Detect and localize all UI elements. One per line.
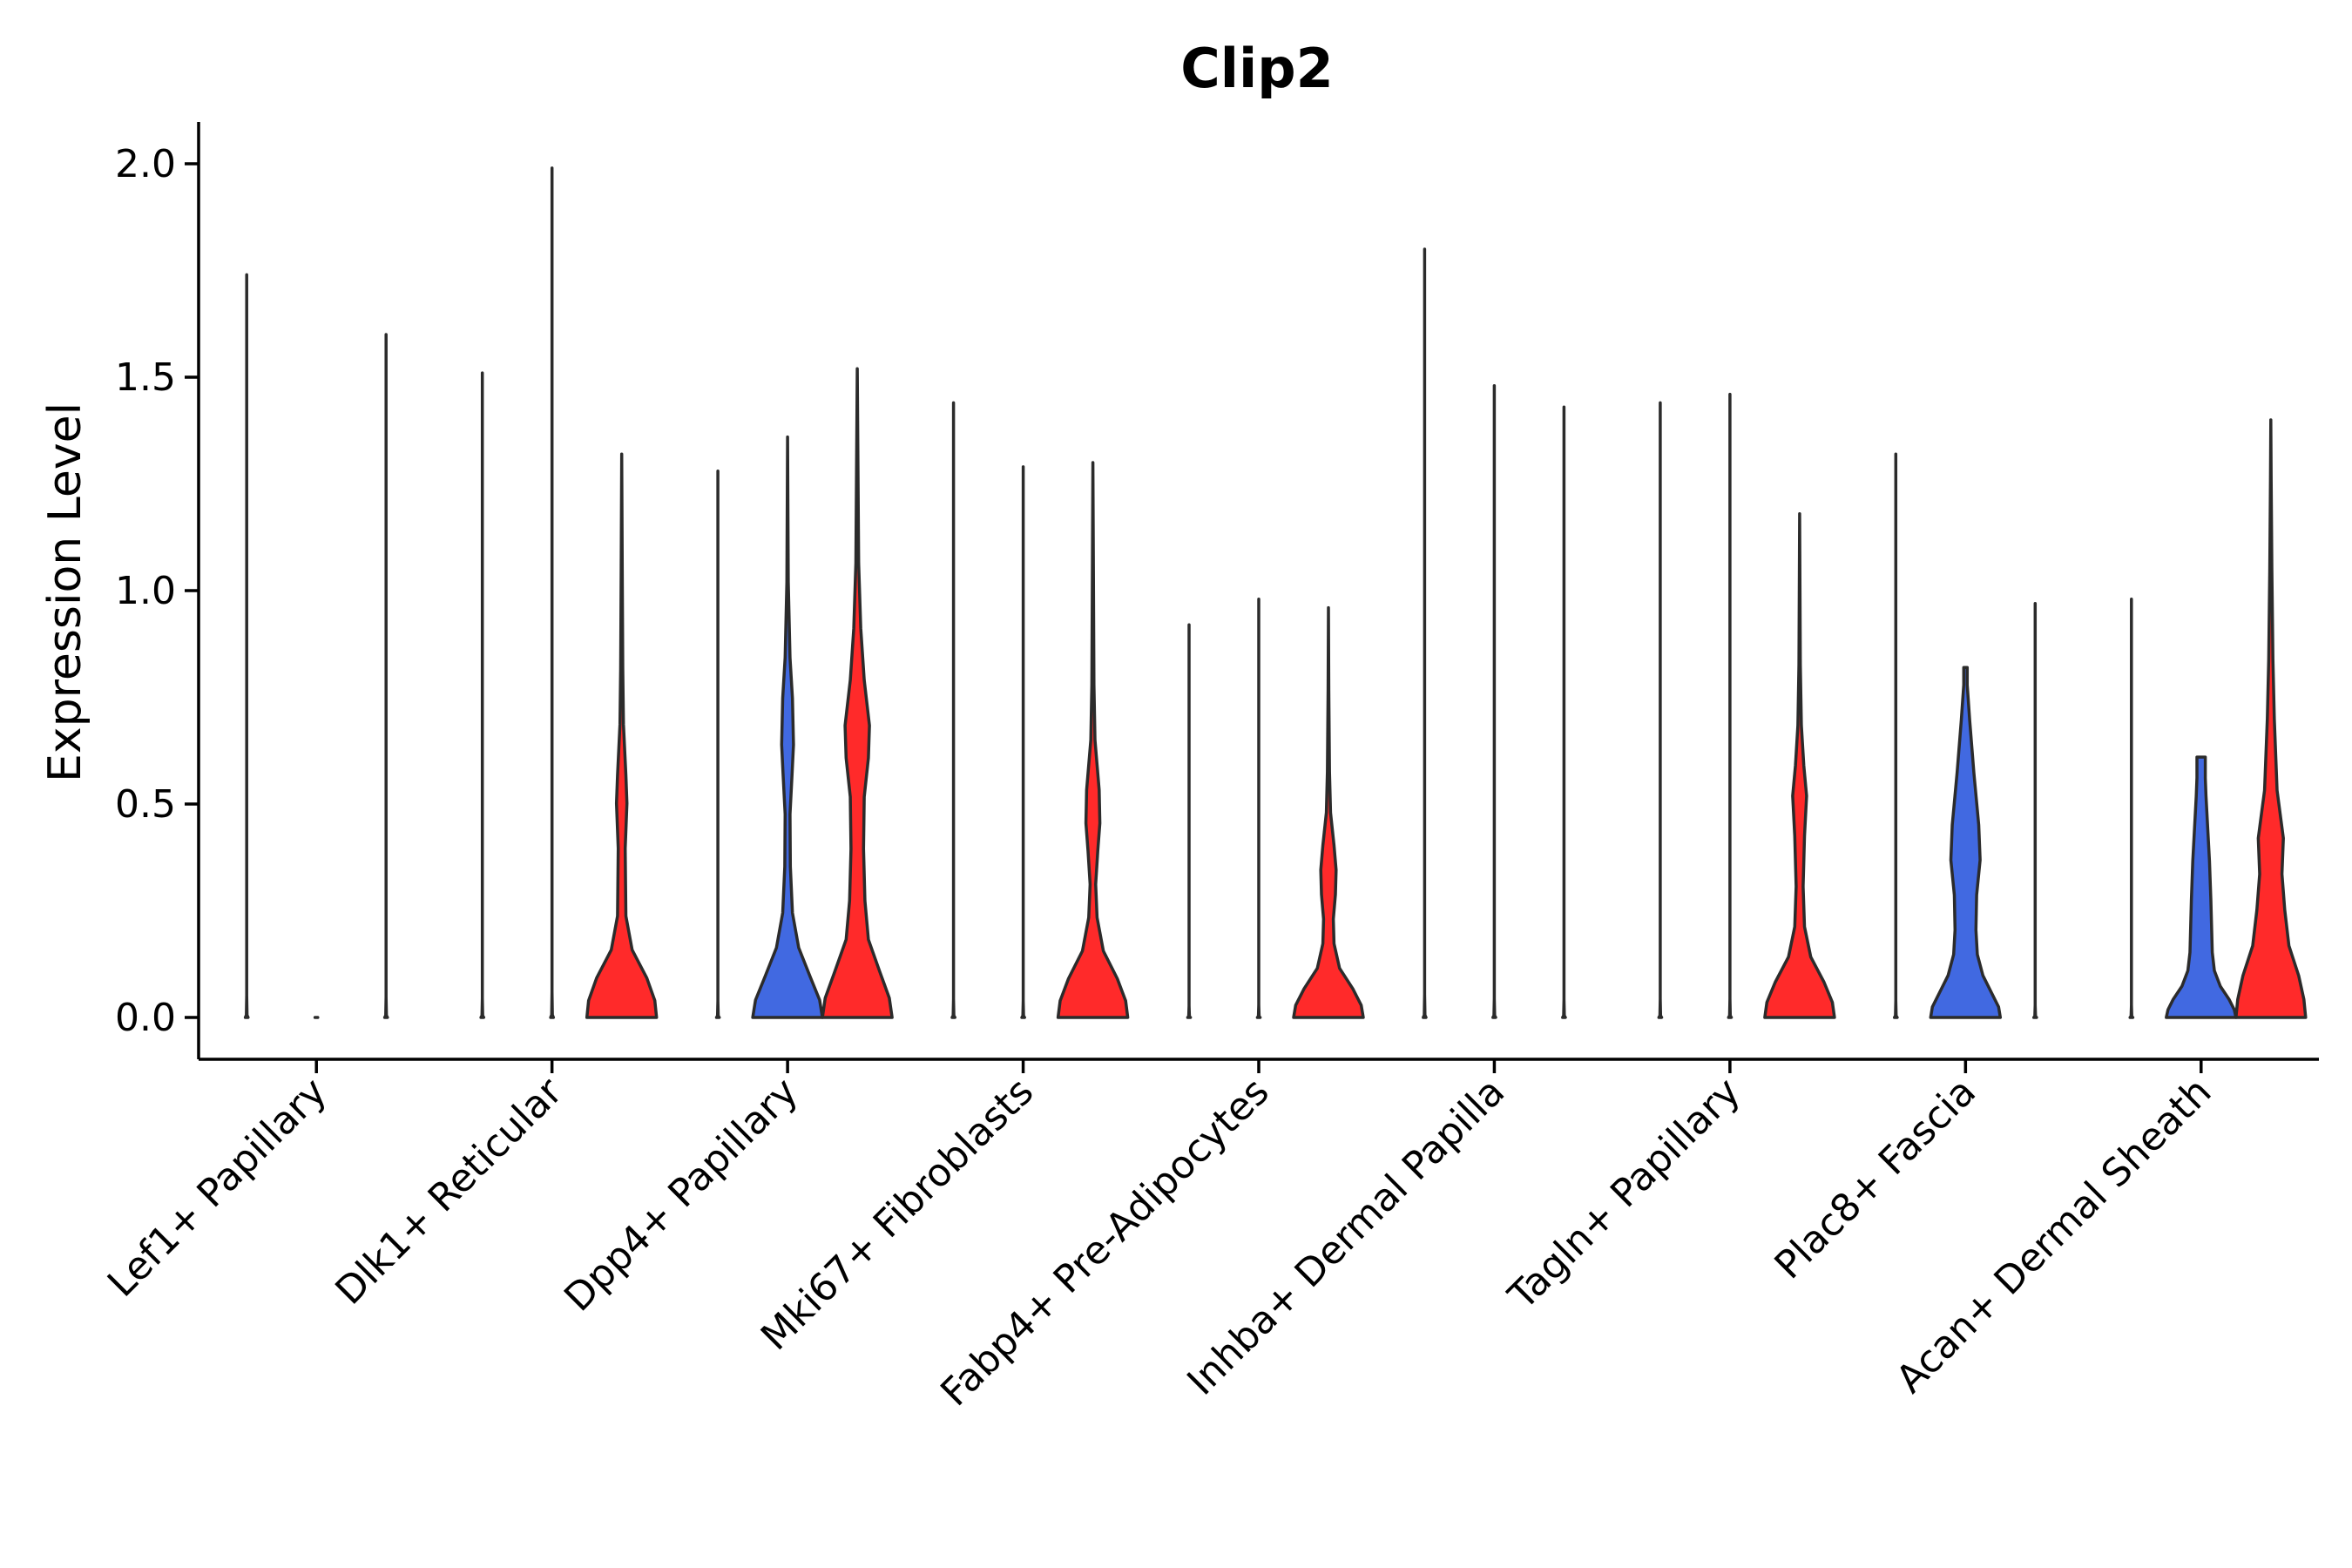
- x-tick-label: Tagln+ Papillary: [1500, 1070, 1749, 1319]
- violin-5-3: [1292, 605, 1365, 1019]
- violin-8-3: [2031, 601, 2038, 1019]
- violin-7-3: [1763, 512, 1836, 1019]
- violin-3-2: [751, 435, 824, 1019]
- y-tick-label: 0.0: [115, 996, 176, 1040]
- y-tick-label: 1.0: [115, 569, 176, 613]
- violin-4-1: [950, 401, 956, 1019]
- chart-title: Clip2: [1180, 37, 1334, 100]
- x-tick-label: Mki67+ Fibroblasts: [753, 1070, 1042, 1359]
- violin-6-3: [1561, 405, 1567, 1019]
- violin-4-2: [1020, 465, 1026, 1019]
- plot-area: [243, 166, 2308, 1019]
- violin-8-1: [1892, 452, 1899, 1019]
- violin-5-1: [1186, 623, 1193, 1019]
- violin-6-1: [1422, 247, 1428, 1019]
- y-tick-label: 2.0: [115, 142, 176, 186]
- violin-9-2: [2165, 755, 2238, 1019]
- violin-9-3: [2234, 418, 2308, 1019]
- x-tick-label: Dlk1+ Reticular: [327, 1069, 571, 1314]
- x-tick-label: Dpp4+ Papillary: [556, 1070, 807, 1321]
- y-axis: 0.0 0.5 1.0 1.5 2.0: [115, 122, 200, 1059]
- x-tick-label: Lef1+ Papillary: [99, 1070, 335, 1306]
- violin-6-2: [1491, 384, 1497, 1019]
- violin-2-3: [585, 452, 659, 1019]
- y-tick-label: 1.5: [115, 355, 176, 400]
- y-tick-label: 0.5: [115, 782, 176, 827]
- x-tick-label: Plac8+ Fascia: [1767, 1070, 1985, 1288]
- violin-3-3: [821, 367, 894, 1019]
- violin-1-3: [382, 333, 389, 1019]
- violin-4-3: [1056, 461, 1130, 1019]
- violin-2-1: [479, 371, 486, 1019]
- violin-3-1: [714, 470, 721, 1019]
- violin-2-2: [549, 166, 556, 1019]
- violin-8-2: [1929, 666, 2003, 1019]
- violin-1-1: [243, 273, 250, 1019]
- violin-7-2: [1727, 392, 1734, 1019]
- violin-5-2: [1255, 598, 1262, 1019]
- violin-9-1: [2128, 598, 2135, 1019]
- y-axis-label: Expression Level: [39, 402, 91, 782]
- violin-7-1: [1657, 401, 1664, 1019]
